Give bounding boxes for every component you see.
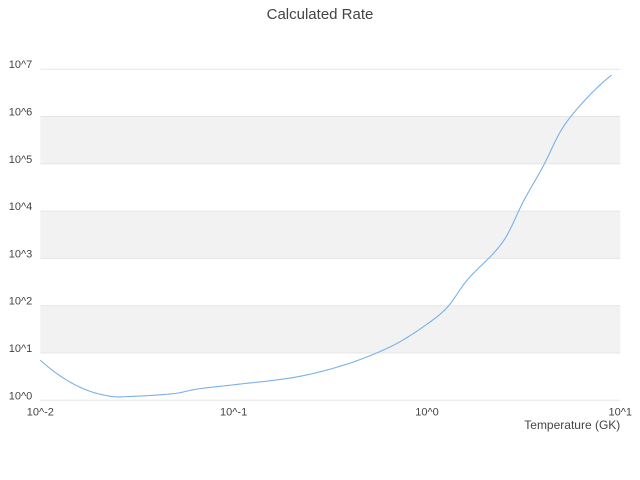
svg-text:10^7: 10^7 [9, 59, 33, 71]
svg-text:10^5: 10^5 [9, 154, 33, 166]
svg-text:Temperature (GK): Temperature (GK) [524, 418, 620, 432]
svg-text:10^-1: 10^-1 [220, 406, 247, 418]
svg-text:10^2: 10^2 [9, 296, 33, 308]
svg-text:10^0: 10^0 [9, 390, 33, 402]
svg-text:10^1: 10^1 [9, 343, 33, 355]
svg-text:10^0: 10^0 [415, 406, 439, 418]
svg-text:10^6: 10^6 [9, 107, 33, 119]
svg-text:10^-2: 10^-2 [27, 406, 54, 418]
svg-text:10^4: 10^4 [9, 201, 33, 213]
svg-text:10^1: 10^1 [609, 406, 633, 418]
svg-text:10^3: 10^3 [9, 248, 33, 260]
